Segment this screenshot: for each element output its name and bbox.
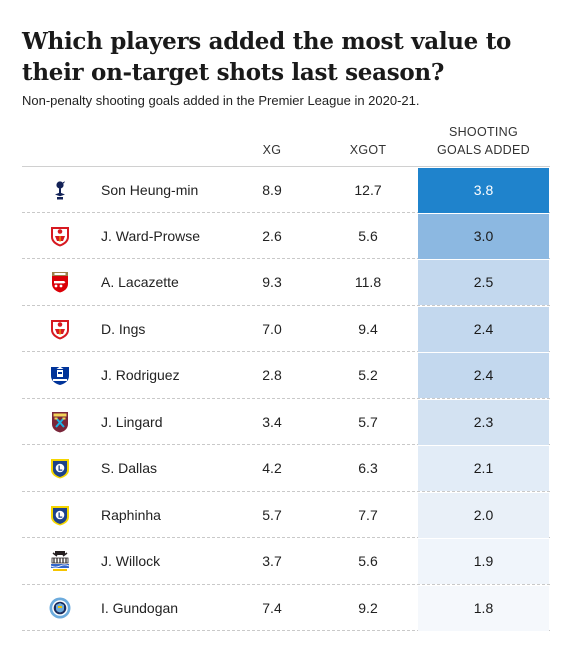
player-name: Son Heung-min [101, 182, 199, 198]
shooting-goals-added-value: 1.8 [418, 585, 549, 631]
xg-value: 7.4 [262, 599, 282, 616]
shooting-goals-added-value: 2.0 [418, 492, 549, 538]
player-name: J. Rodriguez [101, 367, 180, 383]
leeds-crest-icon [48, 503, 72, 527]
tottenham-crest-icon [48, 178, 72, 202]
shooting-goals-added-value: 2.5 [418, 260, 549, 305]
leeds-crest-icon [48, 456, 72, 480]
player-name: J. Willock [101, 553, 161, 569]
xg-value: 3.4 [262, 413, 282, 430]
xgot-value: 9.2 [358, 599, 378, 616]
player-name: J. Lingard [101, 413, 163, 430]
shooting-goals-added-value: 3.8 [418, 168, 549, 213]
table-header: XG XGOT SHOOTING GOALS ADDED [22, 118, 550, 166]
player-name: J. Ward-Prowse [101, 227, 201, 244]
shooting-goals-added-value: 3.0 [418, 213, 549, 259]
column-header-xgot: XGOT [349, 143, 387, 157]
table-row: A. Lacazette 9.3 11.8 2.5 [22, 259, 550, 306]
player-name: A. Lacazette [101, 274, 179, 290]
table-body: Son Heung-min 8.9 12.7 3.8 J. Ward-Prowse 2.6… [22, 166, 550, 631]
xgot-value: 5.6 [358, 553, 378, 569]
xg-value: 2.6 [262, 227, 282, 244]
west-ham-crest-icon [48, 410, 72, 434]
xgot-value: 9.4 [358, 320, 378, 337]
table-row: Raphinha 5.7 7.7 2.0 [22, 492, 550, 538]
southampton-crest-icon [48, 224, 72, 248]
table-row: S. Dallas 4.2 6.3 2.1 [22, 445, 550, 492]
shooting-goals-added-value: 2.1 [418, 446, 549, 491]
column-header-shooting-goals-added: SHOOTING GOALS ADDED [418, 123, 549, 159]
xg-value: 8.9 [262, 182, 282, 198]
chart-subtitle: Non-penalty shooting goals added in the … [22, 93, 420, 108]
column-header-xg: XG [262, 143, 282, 157]
table-row: Son Heung-min 8.9 12.7 3.8 [22, 166, 550, 213]
xgot-value: 6.3 [358, 460, 378, 476]
arsenal-crest-icon [48, 270, 72, 294]
player-name: Raphinha [101, 506, 161, 523]
column-header-sga-line1: SHOOTING [448, 125, 519, 139]
shooting-goals-added-value: 2.4 [418, 353, 549, 398]
xgot-value: 11.8 [354, 274, 382, 290]
xg-value: 7.0 [262, 320, 282, 337]
table-row: J. Rodriguez 2.8 5.2 2.4 [22, 352, 550, 399]
table-row: J. Ward-Prowse 2.6 5.6 3.0 [22, 213, 550, 259]
table-row: I. Gundogan 7.4 9.2 1.8 [22, 585, 550, 631]
xg-value: 5.7 [262, 506, 282, 523]
shooting-goals-added-value: 2.4 [418, 306, 549, 352]
player-name: I. Gundogan [101, 599, 179, 616]
southampton-crest-icon [48, 317, 72, 341]
shooting-goals-added-value: 2.3 [418, 399, 549, 445]
xgot-value: 12.7 [354, 182, 382, 198]
xgot-value: 7.7 [358, 506, 378, 523]
data-table: XG XGOT SHOOTING GOALS ADDED Son Heung-m… [22, 118, 550, 631]
xg-value: 9.3 [262, 274, 282, 290]
xgot-value: 5.2 [358, 367, 378, 383]
everton-crest-icon [48, 363, 72, 387]
chart-title: Which players added the most value to th… [22, 28, 512, 86]
table-row: J. Lingard 3.4 5.7 2.3 [22, 399, 550, 445]
player-name: S. Dallas [101, 460, 158, 476]
xg-value: 2.8 [262, 367, 282, 383]
man-city-crest-icon [48, 596, 72, 620]
table-row: D. Ings 7.0 9.4 2.4 [22, 306, 550, 352]
shooting-goals-added-value: 1.9 [418, 539, 549, 584]
newcastle-crest-icon [48, 549, 72, 573]
column-header-sga-line2: GOALS ADDED [437, 143, 530, 157]
table-row: J. Willock 3.7 5.6 1.9 [22, 538, 550, 585]
xgot-value: 5.6 [358, 227, 378, 244]
player-name: D. Ings [101, 320, 146, 337]
xgot-value: 5.7 [358, 413, 378, 430]
xg-value: 4.2 [262, 460, 282, 476]
xg-value: 3.7 [262, 553, 282, 569]
